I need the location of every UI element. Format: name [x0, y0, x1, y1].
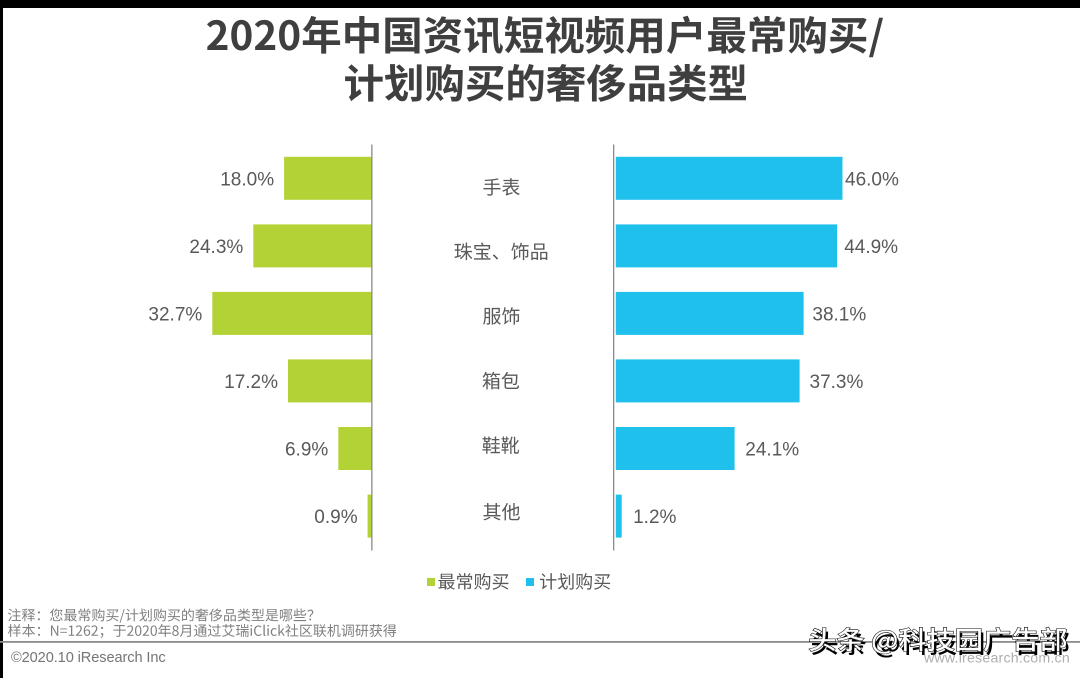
svg-text:6.9%: 6.9%: [285, 440, 328, 461]
svg-text:0.9%: 0.9%: [314, 507, 357, 528]
svg-text:18.0%: 18.0%: [220, 170, 274, 191]
svg-text:©2020.10 iResearch Inc: ©2020.10 iResearch Inc: [11, 650, 166, 666]
svg-text:37.3%: 37.3%: [810, 372, 864, 393]
svg-text:1.2%: 1.2%: [633, 507, 676, 528]
svg-text:46.0%: 46.0%: [845, 170, 899, 191]
svg-text:24.1%: 24.1%: [745, 440, 799, 461]
svg-text:17.2%: 17.2%: [224, 372, 278, 393]
svg-text:38.1%: 38.1%: [812, 305, 866, 326]
svg-text:24.3%: 24.3%: [189, 237, 243, 258]
svg-text:32.7%: 32.7%: [148, 305, 202, 326]
svg-text:44.9%: 44.9%: [844, 237, 898, 258]
